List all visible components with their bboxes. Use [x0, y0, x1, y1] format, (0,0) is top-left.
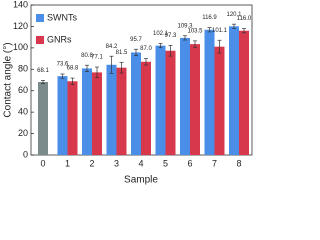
bar: [229, 26, 239, 156]
x-tick-label: 4: [138, 158, 143, 168]
legend-swatch: [36, 14, 44, 22]
bar: [106, 64, 117, 155]
y-tick-label: 140: [13, 0, 28, 9]
bar: [165, 50, 176, 155]
y-tick-label: 80: [18, 64, 28, 74]
x-tick-label: 3: [114, 158, 119, 168]
value-label: 84.2: [106, 44, 118, 50]
y-tick-label: 120: [13, 21, 28, 31]
x-tick-label: 7: [212, 158, 217, 168]
bar: [141, 61, 151, 155]
bar: [239, 30, 249, 155]
bar: [131, 52, 141, 155]
x-tick-label: 5: [163, 158, 168, 168]
x-tick-label: 2: [89, 158, 94, 168]
bar: [38, 82, 48, 155]
value-label: 68.8: [67, 66, 79, 72]
bar: [155, 45, 166, 155]
value-label: 80.8: [81, 53, 93, 59]
value-label: 103.5: [187, 28, 203, 34]
y-axis-label: Contact angle (°): [3, 42, 14, 117]
value-label: 116.9: [202, 15, 217, 21]
value-label: 109.3: [177, 23, 193, 29]
y-tick-label: 40: [18, 107, 28, 117]
legend-swatch: [36, 36, 44, 44]
value-label: 77.1: [91, 55, 103, 61]
value-label: 97.3: [165, 33, 177, 39]
value-label: 101.1: [212, 28, 228, 34]
value-label: 73.6: [57, 62, 69, 68]
x-tick-label: 6: [187, 158, 192, 168]
y-tick-label: 100: [13, 42, 28, 52]
bar: [92, 72, 102, 155]
x-tick-label: 8: [236, 158, 241, 168]
legend-label: SWNTs: [47, 12, 77, 22]
bar: [204, 29, 215, 155]
value-label: 81.5: [116, 50, 128, 56]
y-tick-label: 60: [18, 85, 28, 95]
x-tick-label: 1: [65, 158, 70, 168]
bar: [57, 76, 68, 155]
value-label: 120.1: [226, 12, 242, 18]
bar: [116, 67, 127, 155]
value-label: 116.0: [237, 16, 252, 22]
bar: [67, 81, 78, 155]
y-tick-label: 20: [18, 128, 28, 138]
value-label: 95.7: [130, 37, 142, 43]
y-tick-label: 0: [23, 149, 28, 159]
value-label: 102.1: [153, 31, 169, 37]
legend-label: GNRs: [47, 34, 72, 44]
value-label: 68.1: [37, 68, 49, 74]
chart: Sample Contact angle (°) 020406080100120…: [3, 0, 253, 186]
bar: [214, 46, 225, 155]
bar: [82, 68, 92, 155]
x-tick-label: 0: [40, 158, 45, 168]
page: Sample Contact angle (°) 0 20 40 60 80 100 120…: [3, 0, 253, 186]
x-axis-label: Sample: [124, 175, 158, 186]
bar: [190, 44, 200, 155]
value-label: 87.0: [140, 46, 152, 52]
bar: [180, 37, 190, 156]
